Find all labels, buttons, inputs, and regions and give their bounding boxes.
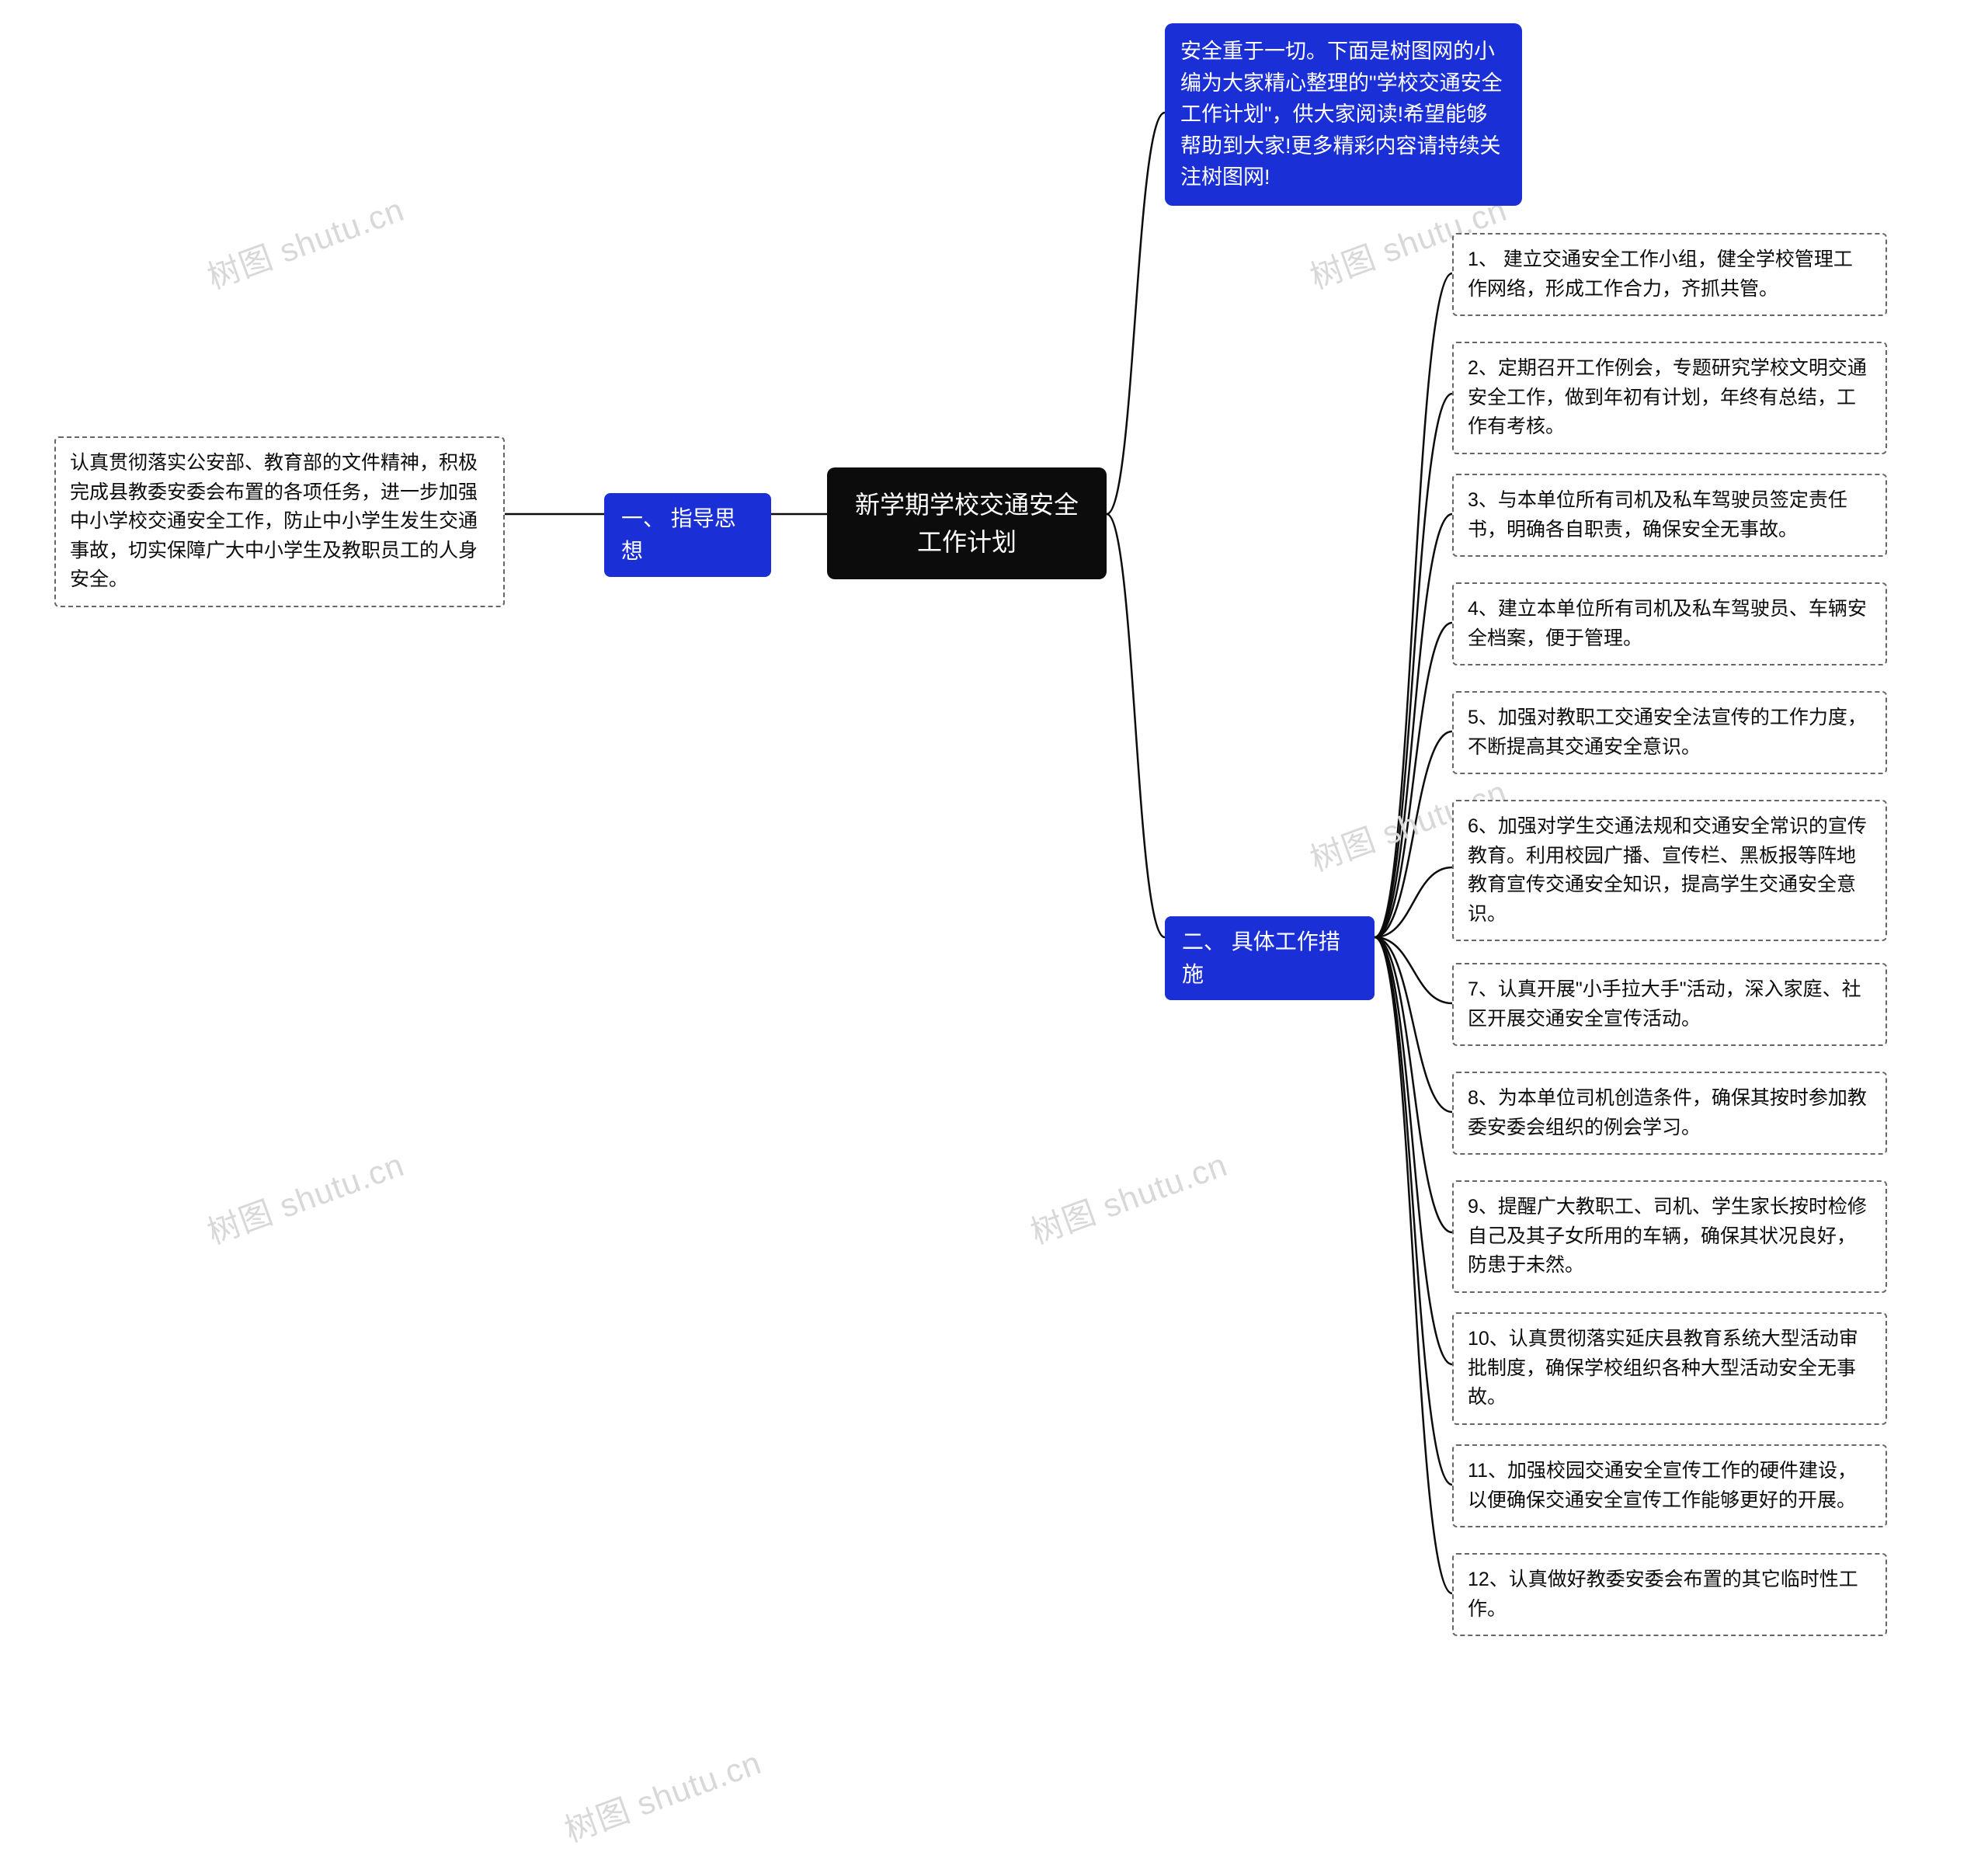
branch-left-label: 一、 指导思想 [621,506,736,563]
intro-text: 安全重于一切。下面是树图网的小编为大家精心整理的"学校交通安全工作计划"，供大家… [1180,40,1503,189]
leaf-measure-6: 6、加强对学生交通法规和交通安全常识的宣传教育。利用校园广播、宣传栏、黑板报等阵… [1452,800,1887,941]
leaf-measure-5: 5、加强对教职工交通安全法宣传的工作力度，不断提高其交通安全意识。 [1452,691,1887,774]
leaf-measure-7: 7、认真开展"小手拉大手"活动，深入家庭、社区开展交通安全宣传活动。 [1452,963,1887,1046]
watermark: 树图 shutu.cn [1024,1138,1233,1253]
branch-guiding-thought: 一、 指导思想 [604,493,771,577]
leaf-guiding-thought-detail: 认真贯彻落实公安部、教育部的文件精神，积极完成县教委安委会布置的各项任务，进一步… [54,436,505,607]
watermark: 树图 shutu.cn [558,1736,767,1851]
leaf-measure-9: 9、提醒广大教职工、司机、学生家长按时检修自己及其子女所用的车辆，确保其状况良好… [1452,1180,1887,1293]
leaf-measure-4: 4、建立本单位所有司机及私车驾驶员、车辆安全档案，便于管理。 [1452,582,1887,665]
branch-right-label: 二、 具体工作措施 [1182,929,1340,986]
leaf-measure-12: 12、认真做好教委安委会布置的其它临时性工作。 [1452,1553,1887,1636]
leaf-measure-3: 3、与本单位所有司机及私车驾驶员签定责任书，明确各自职责，确保安全无事故。 [1452,474,1887,557]
root-node: 新学期学校交通安全工作计划 [827,467,1107,579]
branch-work-measures: 二、 具体工作措施 [1165,916,1375,1000]
leaf-measure-8: 8、为本单位司机创造条件，确保其按时参加教委安委会组织的例会学习。 [1452,1072,1887,1155]
watermark: 树图 shutu.cn [200,1138,410,1253]
leaf-measure-2: 2、定期召开工作例会，专题研究学校文明交通安全工作，做到年初有计划，年终有总结，… [1452,342,1887,454]
root-text: 新学期学校交通安全工作计划 [855,491,1079,556]
leaf-measure-11: 11、加强校园交通安全宣传工作的硬件建设，以便确保交通安全宣传工作能够更好的开展… [1452,1444,1887,1527]
leaf-measure-1: 1、 建立交通安全工作小组，健全学校管理工作网络，形成工作合力，齐抓共管。 [1452,233,1887,316]
leaf-left-text: 认真贯彻落实公安部、教育部的文件精神，积极完成县教委安委会布置的各项任务，进一步… [70,452,478,590]
leaf-measure-10: 10、认真贯彻落实延庆县教育系统大型活动审批制度，确保学校组织各种大型活动安全无… [1452,1312,1887,1425]
intro-node: 安全重于一切。下面是树图网的小编为大家精心整理的"学校交通安全工作计划"，供大家… [1165,23,1522,206]
watermark: 树图 shutu.cn [200,183,410,298]
